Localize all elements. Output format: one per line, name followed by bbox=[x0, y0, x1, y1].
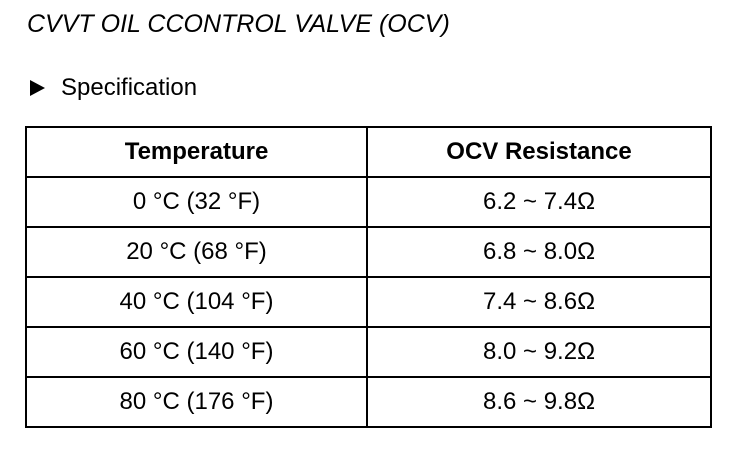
temperature-cell: 20 °C (68 °F) bbox=[25, 226, 368, 278]
table-row: 80 °C (176 °F) 8.6 ~ 9.8Ω bbox=[25, 376, 712, 428]
temperature-cell: 0 °C (32 °F) bbox=[25, 176, 368, 228]
header-temperature: Temperature bbox=[25, 126, 368, 178]
triangle-right-icon bbox=[30, 80, 45, 96]
table-row: 0 °C (32 °F) 6.2 ~ 7.4Ω bbox=[25, 176, 712, 228]
table-row: 40 °C (104 °F) 7.4 ~ 8.6Ω bbox=[25, 276, 712, 328]
header-ocv-resistance: OCV Resistance bbox=[366, 126, 712, 178]
resistance-cell: 8.6 ~ 9.8Ω bbox=[366, 376, 712, 428]
resistance-cell: 6.2 ~ 7.4Ω bbox=[366, 176, 712, 228]
table-row: 20 °C (68 °F) 6.8 ~ 8.0Ω bbox=[25, 226, 712, 278]
table-row: 60 °C (140 °F) 8.0 ~ 9.2Ω bbox=[25, 326, 712, 378]
specification-table: Temperature OCV Resistance 0 °C (32 °F) … bbox=[25, 126, 712, 428]
resistance-cell: 7.4 ~ 8.6Ω bbox=[366, 276, 712, 328]
section-heading: Specification bbox=[30, 72, 197, 104]
section-label: Specification bbox=[61, 74, 198, 101]
table-header-row: Temperature OCV Resistance bbox=[25, 126, 712, 178]
temperature-cell: 80 °C (176 °F) bbox=[25, 376, 368, 428]
temperature-cell: 40 °C (104 °F) bbox=[25, 276, 368, 328]
resistance-cell: 8.0 ~ 9.2Ω bbox=[366, 326, 712, 378]
temperature-cell: 60 °C (140 °F) bbox=[25, 326, 368, 378]
resistance-cell: 6.8 ~ 8.0Ω bbox=[366, 226, 712, 278]
document-title: CVVT OIL CCONTROL VALVE (OCV) bbox=[27, 10, 450, 38]
